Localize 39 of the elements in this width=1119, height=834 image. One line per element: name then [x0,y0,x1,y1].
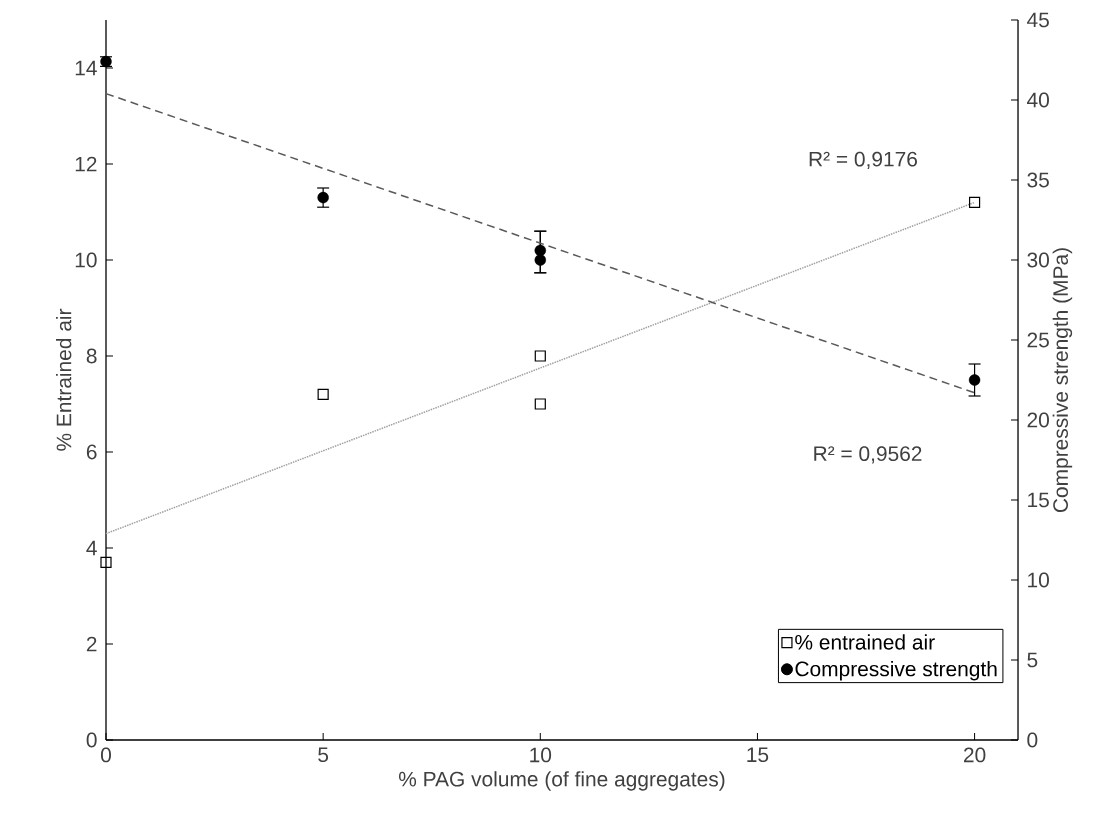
point [100,556,112,568]
legend-label: Compressive strength [795,660,997,681]
y-tick-label: 10 [75,252,97,268]
y2-tick-label: 20 [1027,412,1049,428]
y2-tick-label: 30 [1027,252,1049,268]
y2-axis-title: Compressive strength (MPa) [1052,248,1073,513]
y2-tick-label: 15 [1028,492,1049,508]
annotation: R² = 0,9562 [814,446,922,464]
y2-tick-label: 0 [1027,732,1038,748]
y-tick-label: 4 [86,540,97,556]
point [968,374,981,386]
x-tick-label: 5 [318,747,329,763]
y2-tick-label: 40 [1027,92,1049,108]
point [534,244,546,257]
y2-tick-label: 45 [1027,12,1049,28]
y-tick-label: 8 [86,348,97,364]
point [317,191,329,204]
x-tick-label: 15 [747,747,769,763]
y2-tick-label: 5 [1027,652,1038,668]
point [317,388,329,400]
point [968,196,981,208]
y2-tick-label: 25 [1027,332,1049,348]
legend-label: % entrained air [795,634,935,650]
x-axis-title: % PAG volume (of fine aggregates) [398,771,725,791]
x-tick-label: 0 [101,747,111,763]
y-tick-label: 2 [86,636,97,652]
y2-tick-label: 10 [1028,572,1049,588]
y-tick-label: 6 [86,444,97,460]
y-tick-label: 0 [86,732,97,748]
point [534,350,546,362]
y-tick-label: 12 [75,156,97,172]
x-tick-label: 20 [963,747,986,763]
point [534,398,546,410]
y2-tick-label: 35 [1027,172,1049,188]
x-tick-label: 10 [530,747,552,763]
annotation: R² = 0,9176 [809,151,917,170]
y-tick-label: 14 [75,60,97,76]
point [534,254,546,266]
y-axis-title: % Entrained air [56,308,72,451]
